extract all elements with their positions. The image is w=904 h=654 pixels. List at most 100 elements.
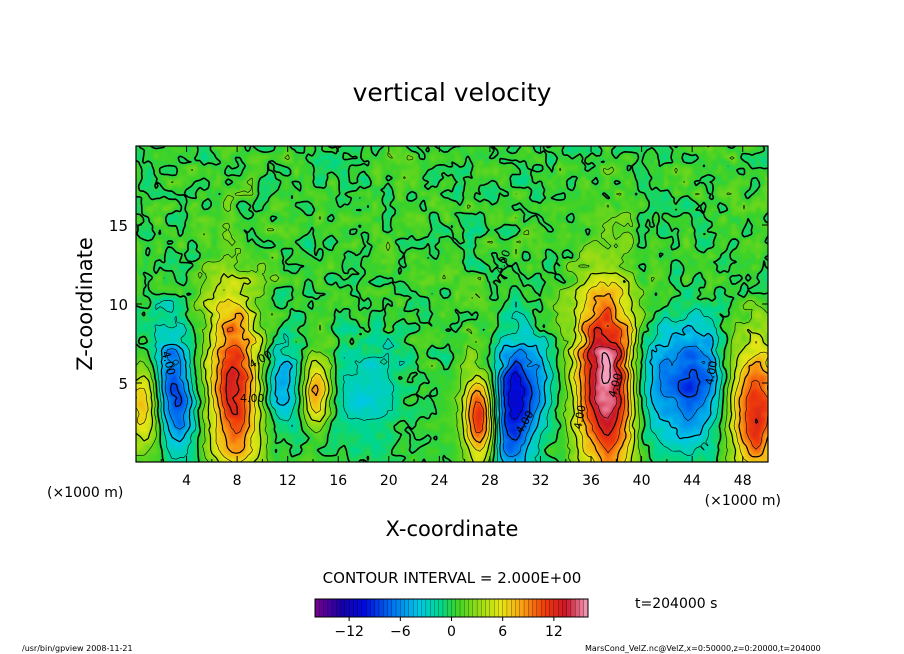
colorbar-cell [485,598,491,618]
colorbar-cell [391,598,397,618]
colorbar-cell [502,598,508,618]
colorbar-cell [395,598,401,618]
time-label: t=204000 s [635,596,717,612]
colorbar-cell [323,598,329,618]
colorbar-cell [523,598,529,618]
colorbar-cell [558,598,563,618]
colorbar-cell [489,598,495,618]
x-axis-unit-left: (×1000 m) [47,485,123,501]
colorbar-cell [468,598,474,618]
colorbar-cell [519,598,525,618]
footer-source: MarsCond_VelZ.nc@VelZ,x=0:50000,z=0:2000… [585,644,821,653]
colorbar-cell [357,598,363,618]
colorbar-cell [361,598,367,618]
colorbar-cell [434,598,440,618]
colorbar-cell [383,598,388,618]
colorbar-cell [378,598,384,618]
colorbar-cell [412,598,418,618]
contour-line-14 [593,346,618,419]
colorbar-cell [374,598,380,618]
colorbar-cell [442,598,448,618]
colorbar-cell [575,598,580,618]
x-axis-unit-right: (×1000 m) [705,493,781,509]
colorbar-cell [506,598,512,618]
colorbar-cell [566,598,572,618]
contour-line-0 [136,146,768,462]
colorbar-cell [344,598,350,618]
colorbar-cell [425,598,431,618]
colorbar-cell [404,598,410,618]
colorbar-cell [314,598,320,618]
colorbar-cell [336,598,342,618]
y-axis: 5 10 15 [109,217,768,393]
colorbar-cell [349,598,354,618]
colorbar-cell [472,598,478,618]
contour-line--6 [164,345,714,457]
colorbar-cell [579,598,585,618]
colorbar-cell [408,598,414,618]
x-tick-label: 28 [481,473,499,489]
x-tick-label: 20 [380,473,398,489]
colorbar-cell [553,598,559,618]
colorbar-cell [370,598,376,618]
contour-line-10 [219,307,768,454]
x-axis-label: X-coordinate [386,517,519,541]
plot-area: 4.00 4.004.004.004.004.004.004.00 [136,146,768,462]
colorbar-cell [570,598,576,618]
y-tick-label: 5 [118,375,128,393]
contour-line-8 [214,293,768,462]
x-tick-label: 8 [233,473,242,489]
x-axis: 4 8 12 16 20 24 28 32 36 40 44 48 [160,146,752,489]
footer-program: /usr/bin/gpview 2008-11-21 [22,644,133,653]
colorbar-cell [421,598,427,618]
colorbar-cell [353,598,359,618]
contour-label: 4.00 [703,360,720,386]
colorbar-tick-label: −6 [390,624,411,640]
contour-interval-label: CONTOUR INTERVAL = 2.000E+00 [323,569,582,587]
colorbar-cell [366,598,371,618]
colorbar-cell [481,598,487,618]
colorbar-tick-label: 12 [545,624,563,640]
colorbar-ticks: −12 −6 0 6 12 [334,617,563,640]
x-tick-label: 36 [582,473,600,489]
colorbar-tick-label: 0 [447,624,456,640]
contour-lines [136,146,768,462]
colorbar-cell [340,598,346,618]
colorbar-cell [430,598,435,618]
y-tick-label: 15 [109,217,128,235]
colorbar-cell [494,598,499,618]
colorbar-cell [331,598,337,618]
x-tick-label: 44 [683,473,701,489]
contour-line-6 [136,281,768,462]
colorbar-cell [545,598,551,618]
colorbar-cell [549,598,555,618]
x-tick-label: 12 [279,473,297,489]
chart-title: vertical velocity [353,78,552,107]
colorbar-cell [327,598,333,618]
contour-label: 4.00 [606,372,625,399]
x-tick-label: 4 [182,473,191,489]
contour-line--2 [154,299,723,462]
contour-label: 4.00 [240,392,265,405]
colorbar-cell [540,598,546,618]
colorbar-cell [455,598,461,618]
contour-label: 4.00 [159,350,178,377]
colorbar-cell [562,598,568,618]
colorbar-cell [498,598,504,618]
colorbar-cell [532,598,538,618]
contour-line-12 [225,326,759,437]
colorbar-cell [459,598,465,618]
x-tick-label: 16 [329,473,347,489]
y-tick-label: 10 [109,296,128,314]
x-tick-label: 48 [734,473,752,489]
colorbar-cell [417,598,423,618]
colorbar-cell [476,598,482,618]
colorbar-cell [464,598,469,618]
contour-line--4 [160,324,718,462]
colorbar-tick-label: −12 [334,624,364,640]
contour-line--10 [507,371,526,420]
contour-line--8 [170,360,701,441]
heatmap-image [136,146,768,462]
colorbar-cell [447,598,452,618]
colorbar-cell [451,598,457,618]
